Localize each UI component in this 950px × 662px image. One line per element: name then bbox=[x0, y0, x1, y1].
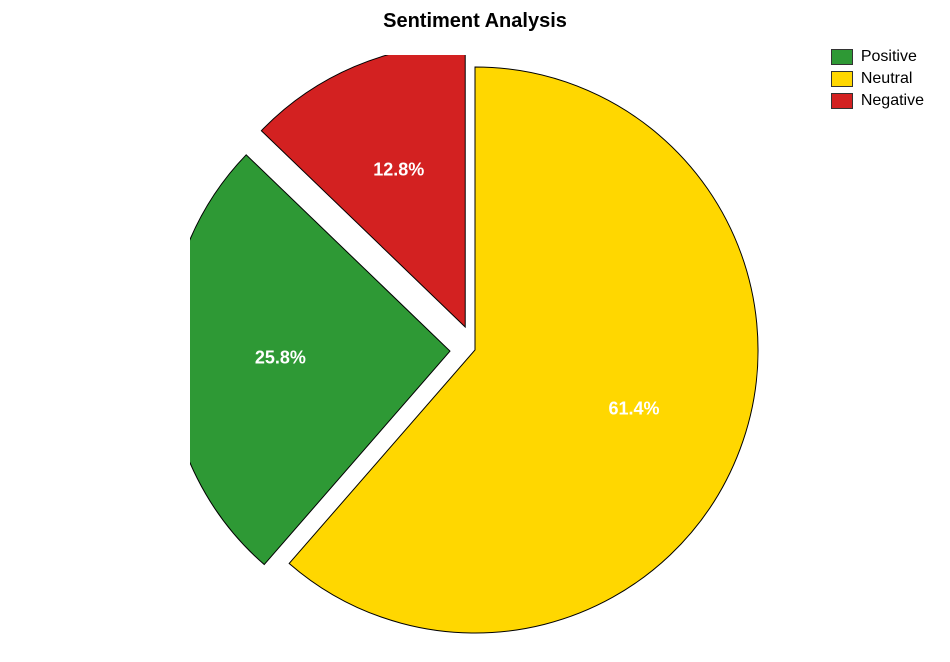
legend-swatch-positive bbox=[831, 49, 853, 65]
legend-label: Positive bbox=[861, 48, 917, 66]
chart-title: Sentiment Analysis bbox=[383, 10, 567, 33]
chart-legend: Positive Neutral Negative bbox=[831, 48, 924, 114]
pie-chart-svg: 61.4% 25.8% 12.8% bbox=[190, 55, 760, 645]
legend-label: Negative bbox=[861, 92, 924, 110]
slice-label-positive: 25.8% bbox=[255, 347, 306, 367]
legend-label: Neutral bbox=[861, 70, 913, 88]
legend-item-positive: Positive bbox=[831, 48, 924, 66]
legend-swatch-negative bbox=[831, 93, 853, 109]
legend-swatch-neutral bbox=[831, 71, 853, 87]
legend-item-neutral: Neutral bbox=[831, 70, 924, 88]
sentiment-pie-chart: Sentiment Analysis 61.4% 25.8% 12.8% Posit… bbox=[0, 0, 950, 662]
legend-item-negative: Negative bbox=[831, 92, 924, 110]
slice-label-negative: 12.8% bbox=[373, 159, 424, 179]
slice-label-neutral: 61.4% bbox=[609, 398, 660, 418]
